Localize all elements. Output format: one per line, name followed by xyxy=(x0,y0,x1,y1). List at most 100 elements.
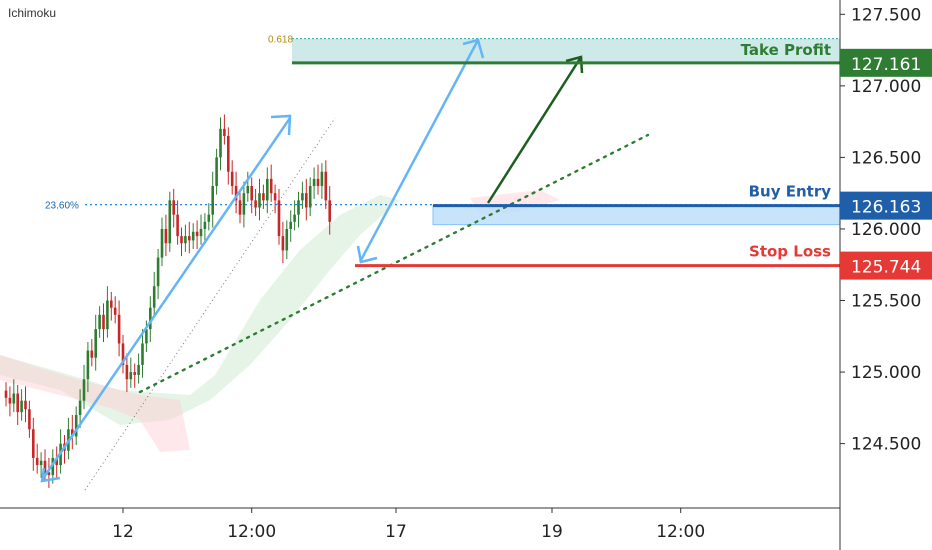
candle-body xyxy=(273,193,277,201)
candle-body xyxy=(277,200,281,237)
candle-body xyxy=(4,390,8,398)
candle-body xyxy=(215,157,218,187)
candle-body xyxy=(168,200,172,244)
x-tick-label: 17 xyxy=(385,522,407,542)
x-tick-label: 12:00 xyxy=(227,522,276,542)
candle-body xyxy=(24,400,27,410)
candle-body xyxy=(312,178,316,187)
candle-body xyxy=(145,329,148,344)
take-profit-zone xyxy=(292,38,840,63)
buy-entry-price-tag xyxy=(840,191,932,220)
candle-body xyxy=(308,186,312,208)
fib-236-label: 23.60% xyxy=(45,201,79,212)
candle-body xyxy=(12,393,16,404)
candle-body xyxy=(293,214,296,222)
candle-body xyxy=(110,300,113,308)
stop-loss-price-text: 125.744 xyxy=(851,258,921,278)
take-profit-price-tag xyxy=(840,48,932,77)
candle-body xyxy=(184,236,187,244)
projection-arrow-2 xyxy=(358,39,480,263)
candle-body xyxy=(39,460,43,466)
candle-body xyxy=(152,286,156,308)
candle-body xyxy=(133,372,136,375)
y-tick-label: 126.000 xyxy=(851,220,921,240)
candle-body xyxy=(106,300,109,330)
candle-body xyxy=(180,236,183,244)
buy-entry-price-text: 126.163 xyxy=(851,198,921,218)
candle-body xyxy=(55,457,58,466)
candle-body xyxy=(51,457,55,476)
stop-loss-label: Stop Loss xyxy=(749,243,831,261)
candle-body xyxy=(8,397,12,404)
candle-body xyxy=(191,231,195,241)
candle-body xyxy=(188,236,191,241)
candle-body xyxy=(164,228,168,244)
candle-body xyxy=(113,307,117,315)
candle-body xyxy=(82,379,86,401)
candle-body xyxy=(32,429,35,458)
arrowhead-2 xyxy=(462,38,485,59)
candle-body xyxy=(223,128,226,136)
x-tick-label: 12 xyxy=(112,522,134,542)
candle-body xyxy=(141,343,144,365)
ascending-trendline xyxy=(138,133,650,394)
take-profit-price-text: 127.161 xyxy=(851,55,921,75)
candle-body xyxy=(285,228,289,251)
candle-body xyxy=(281,236,285,251)
candle-body xyxy=(35,457,39,466)
arrowhead-1 xyxy=(270,114,292,136)
candle-body xyxy=(98,314,101,330)
indicator-label: Ichimoku xyxy=(8,6,57,20)
candle-body xyxy=(227,135,230,172)
candle-body xyxy=(121,343,125,365)
candle-body xyxy=(195,231,199,237)
y-tick-label: 127.000 xyxy=(851,77,921,97)
candle-body xyxy=(90,350,94,358)
candle-body xyxy=(149,307,152,330)
candle-body xyxy=(129,372,133,380)
candle-body xyxy=(266,178,269,201)
y-tick-label: 126.500 xyxy=(851,148,921,168)
helper-trendline xyxy=(84,117,336,491)
candle-body xyxy=(176,214,179,237)
candle-body xyxy=(71,429,74,437)
candle-body xyxy=(199,228,203,237)
arrowhead-3 xyxy=(40,467,61,483)
candle-body xyxy=(301,193,304,201)
y-tick-label: 127.500 xyxy=(851,5,921,25)
arrowhead-4 xyxy=(356,245,378,264)
candle-body xyxy=(230,171,234,187)
stop-loss-price-tag xyxy=(840,251,932,280)
candle-body xyxy=(117,314,121,344)
candle-body xyxy=(262,193,265,201)
candle-body xyxy=(254,200,257,208)
candle-body xyxy=(211,186,214,215)
candle-body xyxy=(28,409,31,430)
candle-body xyxy=(74,414,78,437)
candle-body xyxy=(305,193,308,208)
candle-body xyxy=(137,364,140,375)
candle-body xyxy=(203,221,207,229)
buy-entry-label: Buy Entry xyxy=(749,183,832,201)
candle-body xyxy=(242,193,246,215)
candle-body xyxy=(289,221,292,229)
target-arrow xyxy=(486,56,583,204)
candle-body xyxy=(47,472,51,476)
x-tick-label: 12:00 xyxy=(656,522,705,542)
y-tick-label: 124.500 xyxy=(851,435,921,455)
candle-body xyxy=(297,200,300,215)
candle-body xyxy=(269,178,273,194)
candle-body xyxy=(246,186,250,194)
candle-body xyxy=(324,171,328,201)
candle-body xyxy=(16,393,19,413)
candle-body xyxy=(160,228,164,258)
candle-body xyxy=(156,257,160,287)
candle-body xyxy=(238,200,242,215)
candle-body xyxy=(250,186,253,201)
candle-body xyxy=(207,214,211,222)
candle-body xyxy=(258,193,261,208)
candle-body xyxy=(102,314,105,330)
candle-body xyxy=(20,400,23,413)
